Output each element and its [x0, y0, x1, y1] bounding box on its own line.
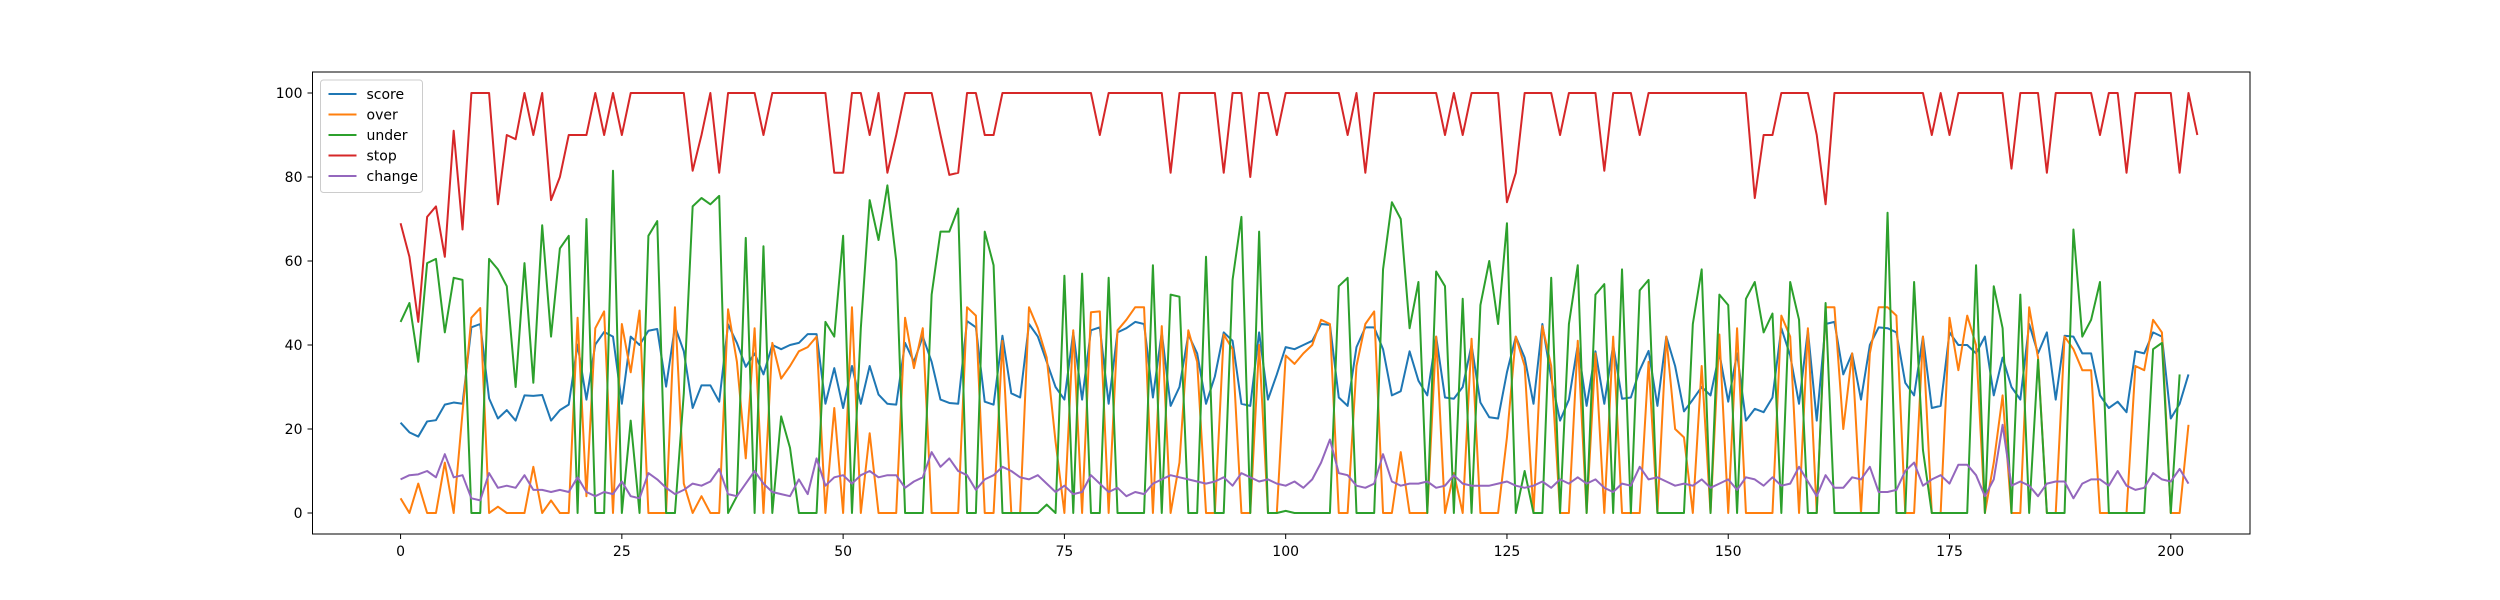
series-layer: [399, 92, 2199, 514]
x-tick-label: 150: [1715, 544, 1742, 560]
legend-label-under: under: [367, 128, 408, 144]
y-tick-label: 20: [285, 422, 303, 438]
y-tick-label: 0: [294, 506, 303, 522]
y-tick-label: 80: [285, 170, 303, 186]
legend-label-stop: stop: [367, 149, 397, 165]
series-line-stop: [399, 92, 2199, 323]
x-tick-label: 50: [834, 544, 852, 560]
plot-frame: [312, 71, 2251, 535]
legend-label-over: over: [367, 108, 398, 124]
x-tick-label: 0: [396, 544, 405, 560]
y-tick-label: 40: [285, 338, 303, 354]
x-tick-label: 25: [613, 544, 631, 560]
x-tick-label: 100: [1272, 544, 1299, 560]
x-tick-label: 200: [2157, 544, 2184, 560]
legend-label-score: score: [367, 87, 405, 103]
y-tick-label: 60: [285, 254, 303, 270]
legend-label-change: change: [367, 169, 419, 185]
series-line-under: [399, 169, 2181, 514]
ticks-layer: 0 25 50 75 100 125 150 175 200 0 20 40 60 80 100: [276, 86, 2184, 560]
legend-box: [320, 79, 423, 193]
x-tick-label: 175: [1936, 544, 1963, 560]
x-tick-label: 75: [1055, 544, 1073, 560]
y-tick-label: 100: [276, 86, 303, 102]
x-tick-label: 125: [1494, 544, 1521, 560]
legend: score over under stop change: [320, 79, 423, 193]
series-line-change: [400, 423, 2190, 502]
